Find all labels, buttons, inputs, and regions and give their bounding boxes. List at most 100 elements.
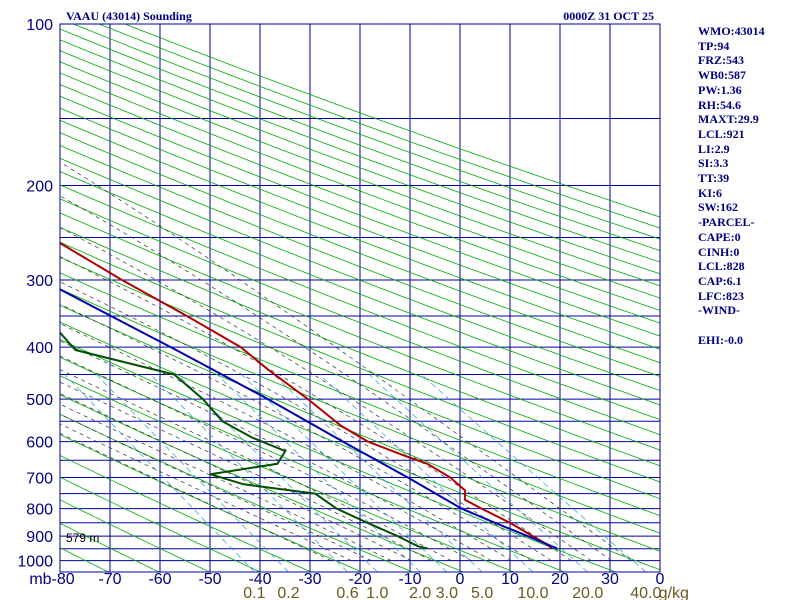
moist-adiabat-24 — [60, 256, 572, 561]
index-item-5: RH:54.6 — [698, 97, 741, 112]
moist-adiabat-12 — [60, 323, 512, 561]
dry-adiabat-340 — [60, 272, 660, 517]
mixing-ratio-line-0.2 — [96, 374, 289, 572]
temperature-label-12: 0 — [656, 571, 665, 588]
station-title: VAAU (43014) Sounding — [66, 9, 192, 23]
index-item-21: EHI:-0.0 — [698, 332, 743, 347]
moist-adiabat-0 — [60, 369, 452, 561]
pressure-label-900: 900 — [26, 529, 53, 546]
dry-adiabat-240 — [60, 455, 312, 572]
dry-adiabat-440 — [60, 132, 660, 364]
dry-adiabat-390 — [60, 198, 660, 436]
sounding-profiles — [60, 241, 558, 550]
parcel-profile — [60, 288, 558, 550]
dry-adiabat-350 — [60, 256, 660, 500]
temperature-tick-labels: mb-80 -70 -60 -50 -40 -30 -20 -10 0 10 20 30 0 — [29, 571, 664, 588]
dry-adiabat-470 — [60, 95, 660, 324]
dry-adiabat-460 — [60, 107, 660, 337]
temperature-label-4: -40 — [248, 571, 271, 588]
time-label: 0000Z 31 OCT 25 — [563, 9, 654, 23]
mixing-ratio-labels: 0.1 0.2 0.6 1.0 2.0 3.0 5.0 10.0 20.0 40.0g/kg — [243, 585, 689, 600]
temperature-label-10: 20 — [551, 571, 569, 588]
pressure-label-300: 300 — [26, 273, 53, 290]
pressure-label-1000: 1000 — [17, 554, 53, 571]
dry-adiabat-290 — [60, 356, 565, 572]
index-item-9: SI:3.3 — [698, 156, 729, 171]
dry-adiabat-450 — [60, 119, 660, 350]
dry-adiabat-510 — [60, 50, 660, 275]
temperature-label-0: mb-80 — [29, 571, 74, 588]
mixing-ratio-label-10: g/kg — [659, 585, 689, 600]
dry-adiabat-280 — [60, 375, 515, 572]
pressure-label-500: 500 — [26, 392, 53, 409]
mixing-ratio-label-4: 2.0 — [409, 585, 431, 600]
dry-adiabat-530 — [60, 28, 660, 251]
temperature-profile — [60, 241, 553, 550]
pressure-label-200: 200 — [26, 179, 53, 196]
pressure-label-400: 400 — [26, 340, 53, 357]
moist-adiabats — [60, 161, 632, 561]
index-item-2: FRZ:543 — [698, 53, 744, 68]
mixing-ratio-label-5: 3.0 — [436, 585, 458, 600]
index-item-6: MAXT:29.9 — [698, 112, 759, 127]
index-item-18: LFC:823 — [698, 288, 744, 303]
moist-adiabat--12 — [60, 403, 392, 561]
dry-adiabat-480 — [60, 84, 660, 311]
moist-adiabat-36 — [60, 161, 632, 561]
mixing-ratio-label-9: 40.0 — [630, 585, 661, 600]
index-item-16: LCL:828 — [698, 259, 745, 274]
mixing-ratio-line-5 — [273, 374, 483, 572]
dry-adiabat-260 — [60, 413, 413, 572]
mixing-ratio-line-10 — [319, 374, 534, 572]
mixing-ratio-line-20 — [368, 374, 588, 572]
pressure-tick-labels: 100 200 300 400 500 600 700 800 900 1000 — [17, 17, 53, 571]
index-item-7: LCL:921 — [698, 126, 745, 141]
index-item-0: WMO:43014 — [698, 24, 765, 38]
pressure-label-600: 600 — [26, 435, 53, 452]
mixing-ratio-label-6: 5.0 — [471, 585, 493, 600]
moist-adiabat-16 — [60, 303, 532, 561]
plot-border — [59, 23, 661, 573]
dry-adiabat-400 — [60, 184, 660, 421]
index-item-3: WB0:587 — [698, 68, 746, 83]
dry-adiabat-430 — [60, 144, 660, 377]
dry-adiabat-180 — [0, 24, 7, 572]
dry-adiabat-310 — [60, 321, 660, 571]
moist-adiabat-28 — [60, 227, 592, 561]
temperature-label-2: -60 — [148, 571, 171, 588]
dry-adiabat-330 — [60, 288, 660, 534]
mixing-ratio-line-3 — [241, 374, 448, 572]
dry-adiabat-230 — [60, 476, 261, 572]
dry-adiabat-210 — [60, 522, 160, 572]
dry-adiabat-360 — [60, 241, 660, 483]
index-item-14: CAPE:0 — [698, 229, 741, 244]
mixing-ratio-lines — [64, 374, 647, 572]
index-item-20 — [698, 318, 765, 333]
mixing-ratio-line-2 — [216, 374, 421, 572]
mixing-ratio-label-7: 10.0 — [517, 585, 548, 600]
dry-adiabat-370 — [60, 226, 660, 467]
moist-adiabat--8 — [60, 393, 412, 561]
dry-adiabat-380 — [60, 212, 660, 451]
mixing-ratio-line-0.1 — [64, 374, 255, 572]
pressure-label-800: 800 — [26, 502, 53, 519]
moist-adiabat-4 — [60, 355, 472, 561]
mixing-ratio-line-40 — [421, 374, 647, 572]
mixing-ratio-label-3: 1.0 — [366, 585, 388, 600]
temperature-label-7: -10 — [398, 571, 421, 588]
index-item-10: TT:39 — [698, 171, 730, 186]
temperature-label-5: -30 — [298, 571, 321, 588]
dry-adiabat-250 — [60, 434, 362, 572]
dry-adiabat-220 — [60, 499, 210, 572]
dry-adiabat-410 — [60, 171, 660, 406]
index-item-1: TP:94 — [698, 38, 730, 53]
mixing-ratio-line-0.6 — [150, 374, 348, 572]
dry-adiabat-190 — [0, 24, 58, 572]
dewpoint-profile — [60, 331, 428, 550]
mixing-ratio-label-0: 0.1 — [243, 585, 265, 600]
dry-adiabat-270 — [60, 394, 464, 572]
temperature-label-3: -50 — [198, 571, 221, 588]
index-item-19: -WIND- — [698, 303, 740, 318]
temperature-label-9: 10 — [501, 571, 519, 588]
